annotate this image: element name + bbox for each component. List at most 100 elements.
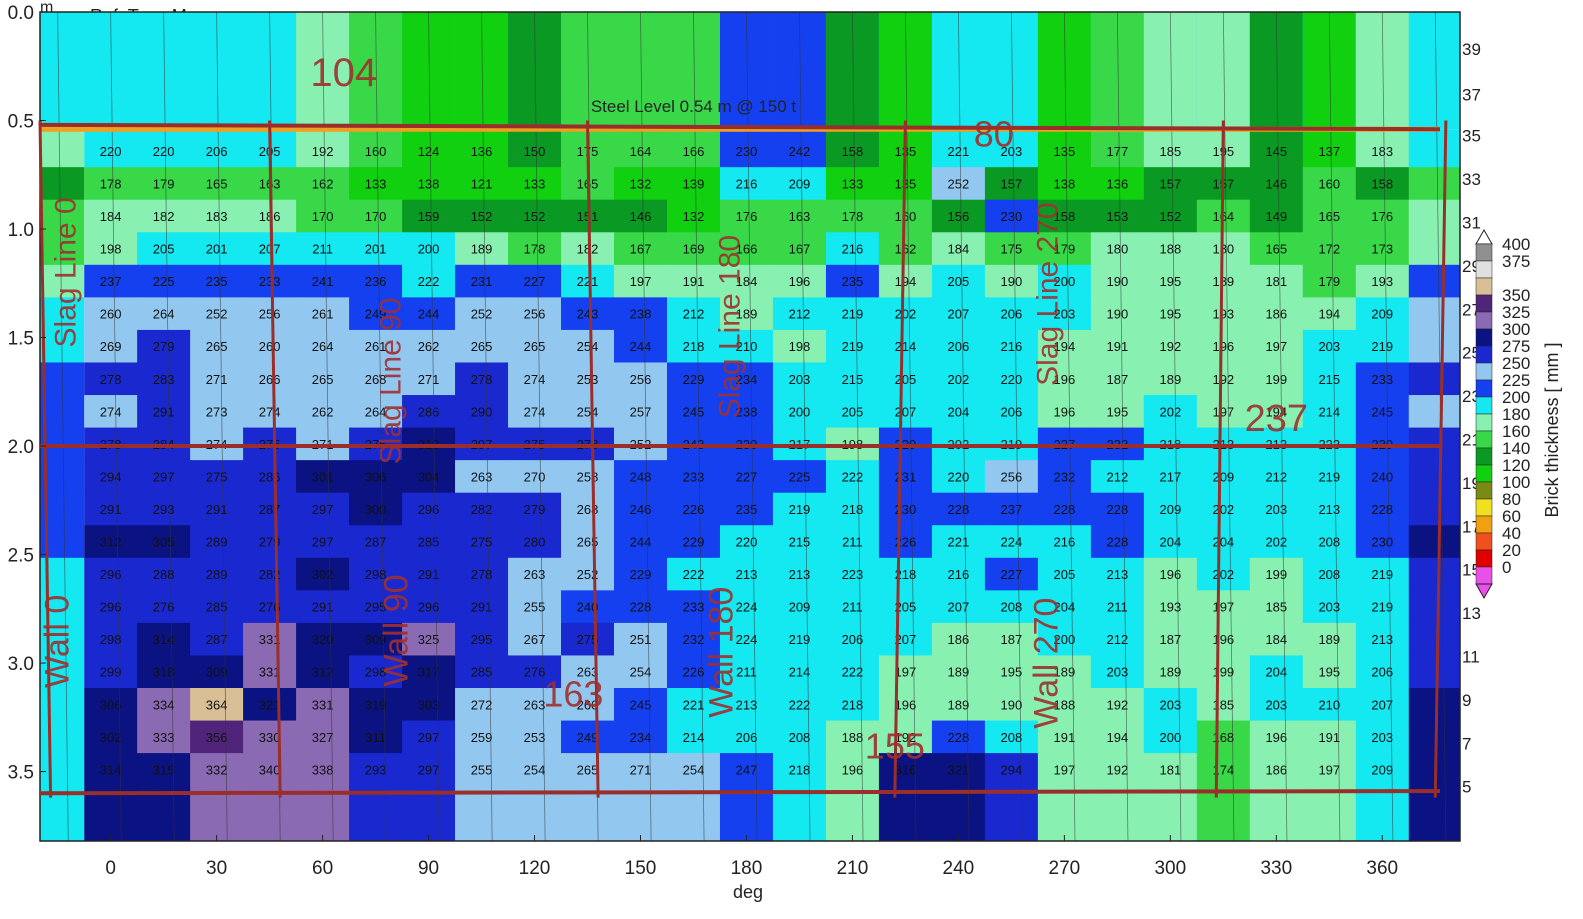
zone-annotation: Wall 0 [38, 595, 76, 688]
cell-value-label: 259 [471, 730, 493, 745]
cell-value-label: 211 [842, 600, 863, 615]
colorbar: 4003753503253002752502252001801601401201… [1475, 228, 1530, 600]
zone-annotation: 237 [1245, 398, 1308, 440]
colorbar-tick-label: 325 [1502, 303, 1530, 322]
heatmap-cell [296, 525, 350, 559]
scan-line [905, 12, 917, 841]
cell-value-label: 183 [1371, 144, 1393, 159]
cell-value-label: 296 [100, 600, 122, 615]
cell-value-label: 203 [1371, 730, 1393, 745]
cell-value-label: 169 [683, 242, 705, 257]
heatmap-cell [1143, 720, 1198, 754]
heatmap-cell [1143, 129, 1198, 168]
cell-value-label: 233 [1371, 372, 1393, 387]
cell-value-label: 133 [365, 176, 387, 191]
heatmap-cell [1196, 525, 1251, 559]
zone-annotation: 163 [543, 673, 603, 714]
heatmap-cell [1037, 655, 1092, 689]
heatmap-cell [190, 167, 244, 201]
cell-value-label: 315 [153, 762, 175, 777]
cell-value-label: 207 [259, 242, 281, 257]
cell-value-label: 166 [683, 144, 705, 159]
heatmap-cell [666, 557, 721, 591]
cell-value-label: 162 [312, 176, 334, 191]
cell-value-label: 331 [259, 665, 281, 680]
cell-value-label: 303 [418, 697, 440, 712]
cell-value-label: 158 [1371, 176, 1393, 191]
cell-value-label: 234 [736, 372, 758, 387]
cell-value-label: 192 [1212, 372, 1234, 387]
cell-value-label: 200 [789, 404, 811, 419]
heatmap-cell [1355, 525, 1410, 559]
cell-value-label: 175 [1001, 242, 1023, 257]
heatmap-cell [878, 688, 933, 722]
heatmap-cell [1090, 264, 1145, 298]
cell-value-label: 265 [471, 339, 493, 354]
cell-value-label: 196 [1054, 404, 1076, 419]
heatmap-cell [402, 557, 456, 591]
heatmap-cell [508, 557, 562, 591]
cell-value-label: 254 [683, 762, 705, 777]
heatmap-cell [719, 129, 774, 168]
heatmap-cell [84, 395, 138, 429]
colorbar-swatch [1475, 328, 1493, 347]
cell-value-label: 145 [1265, 144, 1287, 159]
heatmap-cell [137, 557, 191, 591]
cell-value-label: 196 [895, 697, 917, 712]
heatmap-cell [1143, 492, 1198, 526]
heatmap-cell [561, 720, 615, 754]
heatmap-cell [1143, 688, 1198, 722]
cell-value-label: 163 [789, 209, 811, 224]
right-tick-label: 13 [1462, 604, 1481, 623]
heatmap-cell [878, 362, 933, 396]
heatmap-cell [1143, 460, 1198, 494]
cell-value-label: 165 [1318, 209, 1340, 224]
cell-value-label: 265 [577, 762, 599, 777]
heatmap-cell [137, 720, 191, 754]
heatmap-cell [508, 232, 562, 266]
heatmap-cell [296, 395, 350, 429]
heatmap-cell [1408, 557, 1460, 591]
x-tick-label: 300 [1154, 858, 1186, 879]
cell-value-label: 162 [895, 242, 917, 257]
heatmap-cell [296, 460, 350, 494]
colorbar-swatch [1475, 311, 1493, 330]
heatmap-cell [1302, 525, 1357, 559]
heatmap-cell [402, 753, 456, 841]
heatmap-cell [1302, 688, 1357, 722]
heatmap-cell [1355, 395, 1410, 429]
heatmap-cell [878, 297, 933, 331]
heatmap-cell [1408, 362, 1460, 396]
cell-value-label: 289 [206, 535, 228, 550]
heatmap-cell [402, 622, 456, 656]
heatmap-cell [825, 492, 880, 526]
heatmap-cell [719, 688, 774, 722]
cell-value-label: 226 [683, 502, 705, 517]
cell-value-label: 287 [206, 632, 228, 647]
heatmap-cell [402, 655, 456, 689]
cell-value-label: 256 [1001, 469, 1023, 484]
cell-value-label: 157 [1001, 176, 1023, 191]
colorbar-swatch [1475, 294, 1493, 313]
x-tick-label: 60 [312, 858, 333, 879]
heatmap-cell [296, 688, 350, 722]
cell-value-label: 218 [895, 567, 917, 582]
x-tick-label: 150 [625, 858, 657, 879]
cell-value-label: 208 [1318, 567, 1340, 582]
cell-value-label: 215 [1318, 372, 1340, 387]
heatmap-cell [190, 557, 244, 591]
cell-value-label: 132 [630, 176, 652, 191]
right-tick-label: 33 [1462, 170, 1481, 189]
cell-value-label: 293 [153, 502, 175, 517]
heatmap-cell [508, 720, 562, 754]
colorbar-swatch [1475, 260, 1493, 279]
heatmap-cell [931, 460, 986, 494]
heatmap-cell [825, 525, 880, 559]
heatmap-cell [243, 264, 297, 298]
cell-value-label: 146 [1265, 176, 1287, 191]
x-tick-label: 90 [418, 858, 439, 879]
heatmap-cell [1196, 753, 1251, 841]
heatmap-cell [84, 460, 138, 494]
right-tick-label: 9 [1462, 691, 1471, 710]
heatmap-cell [349, 264, 403, 298]
